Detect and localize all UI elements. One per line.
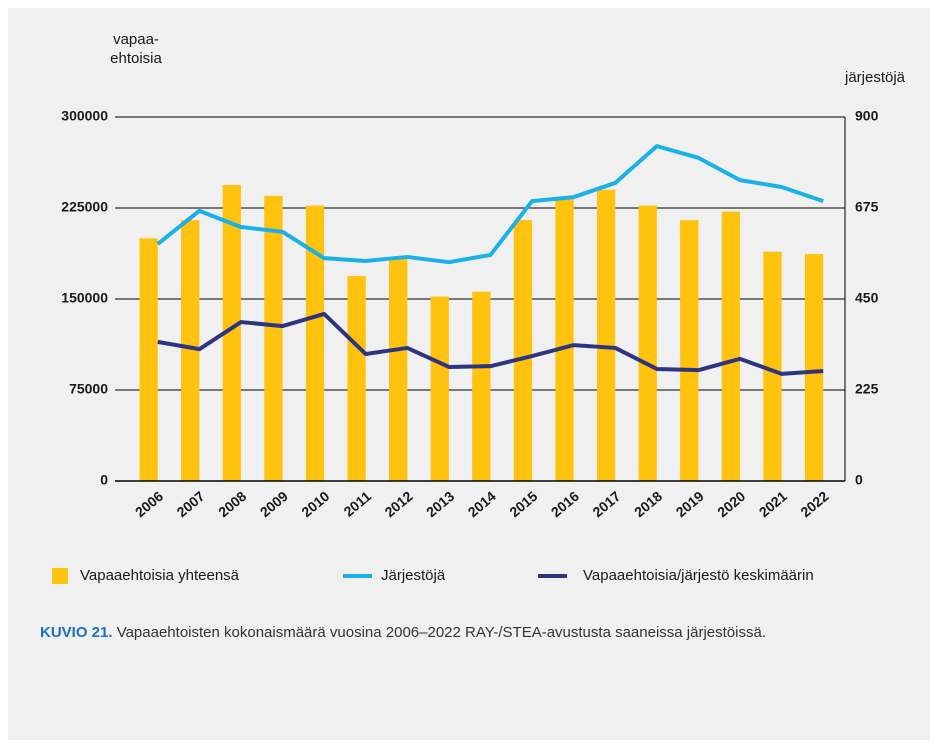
bar	[680, 220, 699, 481]
legend-label: Vapaaehtoisia/järjestö keskimäärin	[583, 567, 814, 584]
line	[157, 311, 824, 376]
bar	[721, 211, 741, 481]
legend-swatch	[52, 568, 68, 584]
y2-axis-label: järjestöjä	[844, 69, 906, 86]
bar	[513, 220, 533, 481]
bar	[555, 199, 574, 482]
line	[156, 144, 824, 265]
bar	[804, 254, 824, 481]
y-axis-label: vapaa-ehtoisia	[110, 31, 162, 67]
bar	[638, 205, 657, 481]
y-tick-label: 0	[100, 472, 108, 488]
bar	[222, 184, 241, 482]
caption-label: KUVIO 21.	[40, 624, 113, 641]
bar	[596, 189, 616, 482]
bar	[139, 238, 158, 481]
bar	[763, 251, 782, 481]
bar	[347, 275, 366, 481]
bar	[305, 205, 325, 481]
caption-text: Vapaaehtoisten kokonaismäärä vuosina 200…	[116, 624, 766, 641]
bar	[430, 296, 449, 481]
bar	[264, 195, 283, 481]
y-tick-label: 300000	[61, 108, 108, 124]
y2-tick-label: 675	[855, 199, 879, 215]
y2-tick-label: 0	[855, 472, 863, 488]
y-tick-label: 75000	[69, 381, 108, 397]
legend-label: Vapaaehtoisia yhteensä	[80, 567, 240, 584]
y2-tick-label: 450	[855, 290, 879, 306]
y2-tick-label: 225	[855, 381, 879, 397]
y-tick-label: 225000	[61, 199, 108, 215]
y-tick-label: 150000	[61, 290, 108, 306]
bar	[181, 220, 200, 481]
y2-tick-label: 900	[855, 108, 879, 124]
legend-label: Järjestöjä	[381, 567, 446, 584]
caption: KUVIO 21. Vapaaehtoisten kokonaismäärä v…	[40, 622, 910, 644]
bar	[472, 291, 491, 481]
bar	[389, 258, 408, 481]
